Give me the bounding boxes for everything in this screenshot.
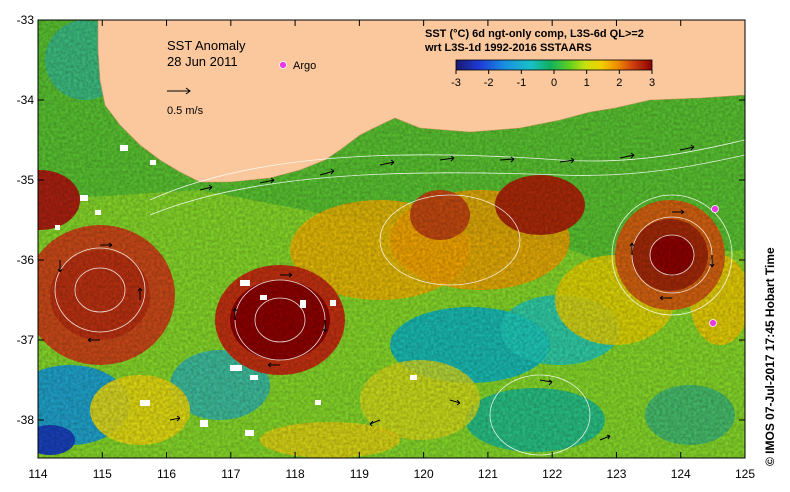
plot-frame: [37, 19, 746, 459]
colorbar-tick-label: 1: [584, 77, 590, 89]
x-tick-label: 117: [221, 467, 240, 481]
map-date: 28 Jun 2011: [167, 54, 238, 69]
y-axis: -33-34-35-36-37-38: [17, 13, 745, 427]
map-title: SST Anomaly: [167, 38, 246, 53]
argo-legend-icon: [279, 61, 287, 69]
x-tick-label: 119: [350, 467, 369, 481]
scale-arrow-icon: [167, 87, 191, 95]
colorbar-tick-label: 0: [551, 77, 557, 89]
y-tick-label: -37: [17, 333, 35, 347]
y-tick-label: -34: [17, 93, 35, 107]
x-axis: 114 115 116 117 118 119 120 121 122 123 124 125: [28, 20, 755, 481]
colorbar-tick-label: -2: [484, 77, 494, 89]
y-tick-label: -36: [17, 253, 35, 267]
cloud-gaps: [55, 145, 417, 436]
argo-float-marker[interactable]: [711, 205, 719, 213]
sst-field: [38, 20, 745, 458]
x-tick-label: 125: [735, 467, 755, 481]
scale-label: 0.5 m/s: [167, 105, 204, 117]
colorbar: [455, 59, 653, 71]
colorbar-title-line1: SST (°C) 6d ngt-only comp, L3S-6d QL>=2: [425, 28, 644, 40]
x-tick-label: 123: [606, 467, 626, 481]
x-tick-label: 122: [542, 467, 562, 481]
x-tick-label: 120: [414, 467, 434, 481]
argo-float-marker[interactable]: [709, 319, 717, 327]
colorbar-ticks: -3 -2 -1 0 1 2 3: [451, 70, 655, 89]
colorbar-title-line2: wrt L3S-1d 1992-2016 SSTAARS: [424, 42, 592, 54]
argo-legend-label: Argo: [293, 60, 316, 72]
colorbar-tick-label: -3: [451, 77, 461, 89]
x-tick-label: 114: [28, 467, 47, 481]
x-tick-label: 121: [478, 467, 498, 481]
x-tick-label: 116: [157, 467, 176, 481]
x-tick-label: 124: [671, 467, 691, 481]
colorbar-tick-label: -1: [516, 77, 526, 89]
x-tick-label: 118: [286, 467, 305, 481]
credit-text: © IMOS 07-Jul-2017 17:45 Hobart Time: [763, 247, 777, 466]
y-tick-label: -33: [17, 13, 35, 27]
x-tick-label: 115: [93, 467, 112, 481]
y-tick-label: -38: [17, 413, 35, 427]
colorbar-tick-label: 2: [616, 77, 622, 89]
y-tick-label: -35: [17, 173, 35, 187]
colorbar-tick-label: 3: [649, 77, 655, 89]
current-vectors: [57, 144, 715, 441]
